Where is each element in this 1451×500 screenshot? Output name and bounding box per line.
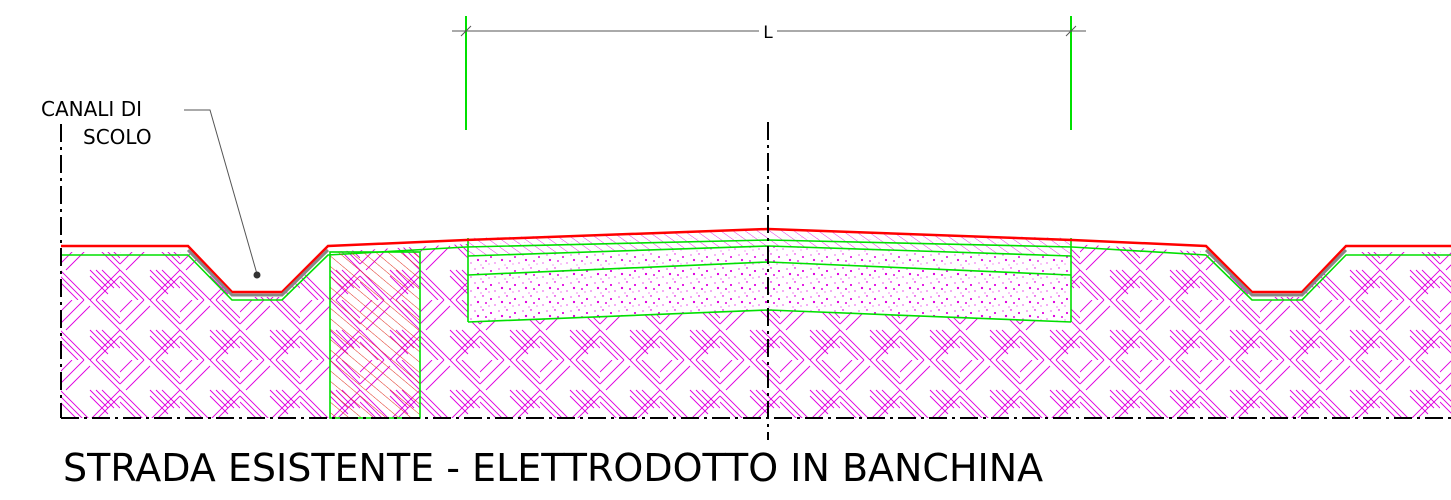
- callout-leader-dot: [253, 271, 261, 279]
- center-axis-lines: [60, 122, 1451, 440]
- electric-duct-trench: [329, 251, 421, 419]
- ditch-lining-left: [186, 248, 330, 297]
- callout-line-2: SCOLO: [83, 125, 152, 149]
- dimension-tick-right: [1065, 25, 1077, 37]
- dimension-L: L: [452, 16, 1086, 130]
- callout-line-1: CANALI DI: [41, 97, 142, 121]
- dimension-tick-left: [460, 25, 472, 37]
- road-base-lower-stipple: [468, 262, 1071, 322]
- callout-leader: [184, 109, 258, 275]
- drawing-title: STRADA ESISTENTE - ELETTRODOTTO IN BANCH…: [63, 446, 1043, 490]
- callout-drainage-channels: CANALI DI SCOLO: [41, 97, 261, 279]
- ditch-lining-right: [1204, 248, 1348, 297]
- surface-layer-hatch: [468, 230, 1071, 256]
- dimension-label: L: [763, 23, 773, 43]
